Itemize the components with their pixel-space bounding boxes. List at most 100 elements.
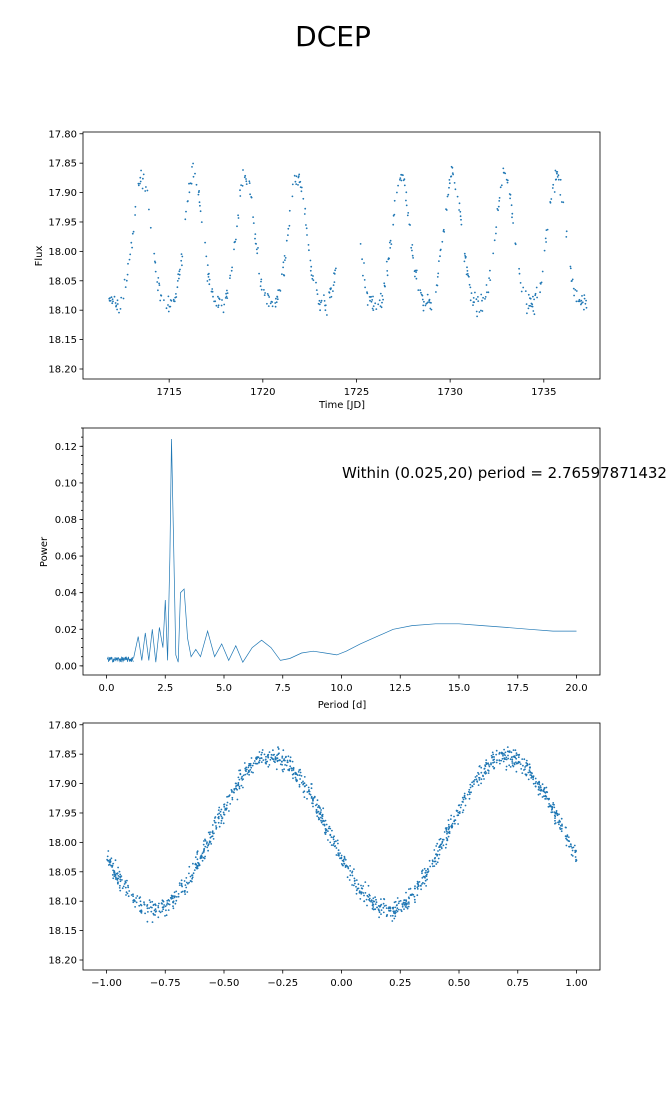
light-curve-point [194, 172, 196, 175]
light-curve-point [581, 301, 584, 304]
phase-curve-point [526, 764, 528, 767]
phase-curve-point [303, 776, 306, 778]
phase-curve-point [405, 891, 407, 894]
phase-curve-point [175, 890, 178, 893]
light-curve-point [165, 307, 168, 310]
periodogram-ytick-label: 0.04 [55, 588, 77, 599]
light-curve-point [389, 239, 392, 242]
phase-curve-point [163, 904, 166, 906]
light-curve-point [116, 308, 118, 311]
phase-curve-point [164, 905, 167, 908]
phase-curve-point [244, 769, 247, 771]
light-curve-point [533, 298, 535, 301]
light-curve-point [283, 255, 286, 257]
phase-curve-point [172, 905, 174, 908]
phase-curve-point [231, 790, 233, 792]
phase-curve-point [490, 754, 493, 757]
phase-curve-point [306, 797, 308, 800]
light-curve-point [460, 223, 463, 226]
light-curve-point [229, 274, 232, 277]
phase-curve-point [260, 757, 263, 759]
phase-curve-point [180, 884, 183, 887]
phase-curve-ytick-label: 17.85 [48, 750, 77, 761]
phase-curve-point [525, 759, 528, 762]
phase-curve-point [408, 897, 410, 900]
light-curve-point [388, 241, 391, 244]
light-curve-point [176, 280, 179, 282]
phase-curve-point [393, 901, 396, 904]
phase-curve-point [112, 862, 115, 865]
phase-curve-point [322, 823, 324, 826]
phase-curve-point [428, 859, 431, 862]
phase-curve-point [543, 788, 545, 791]
phase-curve-point [433, 865, 436, 867]
phase-curve-point [213, 819, 216, 822]
phase-curve-point [495, 761, 498, 764]
light-curve-point [497, 205, 500, 208]
phase-curve-point [209, 836, 212, 839]
phase-curve-point [167, 909, 170, 911]
phase-curve-point [438, 849, 441, 851]
phase-curve-point [506, 746, 509, 748]
light-curve-point [550, 198, 553, 200]
phase-curve-point [558, 823, 560, 826]
light-curve-point [146, 189, 149, 192]
phase-curve-point [448, 825, 450, 828]
light-curve-point [179, 268, 181, 271]
phase-curve-point [446, 839, 448, 842]
phase-curve-point [571, 847, 573, 849]
light-curve-point [551, 187, 554, 189]
light-curve-point [192, 162, 195, 165]
phase-curve-point [511, 764, 514, 767]
phase-curve-point [490, 762, 492, 765]
phase-curve-point [377, 908, 380, 911]
phase-curve-point [297, 771, 300, 773]
light-curve-point [302, 197, 305, 200]
phase-curve-point [194, 856, 197, 859]
light-curve-point [139, 176, 142, 179]
light-curve-point [295, 175, 298, 178]
light-curve-point [320, 299, 323, 302]
light-curve-point [482, 296, 484, 299]
phase-curve-point [401, 904, 404, 906]
phase-curve-point [126, 892, 129, 895]
phase-curve-point [215, 826, 218, 829]
phase-curve-point [554, 817, 556, 819]
phase-curve-point [386, 914, 388, 917]
phase-curve-point [109, 860, 112, 862]
phase-curve-point [499, 762, 501, 765]
phase-curve-point [519, 763, 522, 765]
light-curve-point [319, 309, 321, 312]
light-curve-point [415, 277, 418, 280]
light-curve-point [577, 300, 580, 303]
phase-curve-point [382, 906, 385, 909]
phase-curve-point [370, 900, 372, 903]
periodogram-xtick-label: 17.5 [507, 683, 529, 694]
phase-curve-point [534, 777, 537, 780]
light-curve-point [488, 277, 490, 279]
phase-curve-point [575, 849, 577, 852]
light-curve-point [583, 297, 586, 300]
phase-curve-point [553, 806, 556, 809]
periodogram-ytick-label: 0.12 [55, 442, 77, 453]
light-curve-point [470, 292, 473, 294]
phase-curve-xtick-label: 0.00 [330, 978, 352, 989]
light-curve-point [288, 209, 291, 212]
phase-curve-point [119, 884, 121, 887]
phase-curve-point [559, 820, 561, 823]
phase-curve-point [551, 806, 554, 808]
light-curve-point [199, 204, 201, 207]
phase-curve-point [449, 818, 452, 820]
light-curve-point [241, 184, 244, 187]
phase-curve-xtick-label: 0.25 [389, 978, 411, 989]
light-curve-point [212, 295, 214, 298]
phase-curve-point [116, 877, 118, 880]
phase-curve-point [391, 914, 394, 917]
phase-curve-point [284, 759, 286, 762]
light-curve-point [492, 252, 495, 255]
phase-curve-point [554, 815, 557, 818]
phase-curve-point [115, 872, 118, 875]
phase-curve-point [351, 870, 354, 873]
periodogram-xlabel: Period [d] [318, 700, 367, 711]
phase-curve-point [109, 858, 112, 861]
